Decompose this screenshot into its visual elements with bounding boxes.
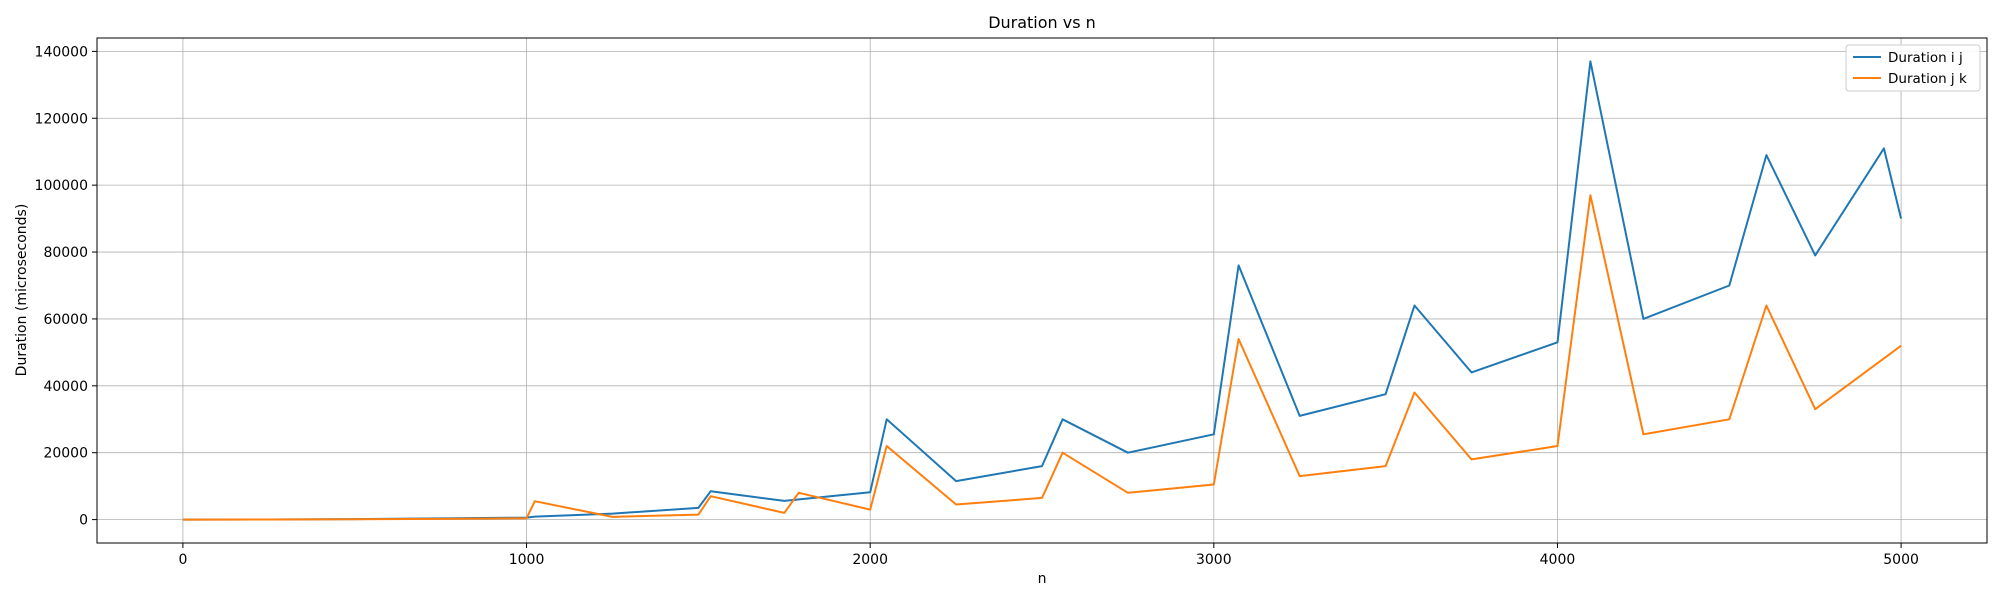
y-tick-label: 80000 [43,245,88,261]
x-tick-label: 3000 [1196,552,1232,568]
y-tick-label: 0 [79,513,88,529]
y-tick-label: 100000 [35,178,88,194]
grid-layer [97,38,1987,543]
series-line-duration-i-j [182,60,1903,521]
x-axis-label: n [1038,571,1047,587]
y-tick-label: 60000 [43,312,88,328]
y-tick-label: 20000 [43,446,88,462]
plot-frame [96,37,1988,544]
x-tick-label: 0 [178,552,187,568]
x-tick-label: 1000 [509,552,545,568]
chart-title: Duration vs n [988,13,1096,32]
legend: Duration i j Duration j k [1845,44,1981,92]
legend-label-duration-i-j: Duration i j [1888,50,1963,66]
y-axis-label: Duration (microseconds) [14,204,30,377]
y-tick-label: 120000 [35,111,88,127]
x-tick-label: 2000 [852,552,888,568]
series-line-duration-j-k [182,194,1902,521]
legend-label-duration-j-k: Duration j k [1888,71,1967,87]
series-layer [182,60,1903,521]
x-tick-label: 5000 [1883,552,1919,568]
y-tick-label: 40000 [43,379,88,395]
x-tick-label: 4000 [1540,552,1576,568]
tick-layer: 0 1000 2000 3000 4000 5000 0 20000 40000 60000 800… [35,44,1919,568]
y-tick-label: 140000 [35,44,88,60]
